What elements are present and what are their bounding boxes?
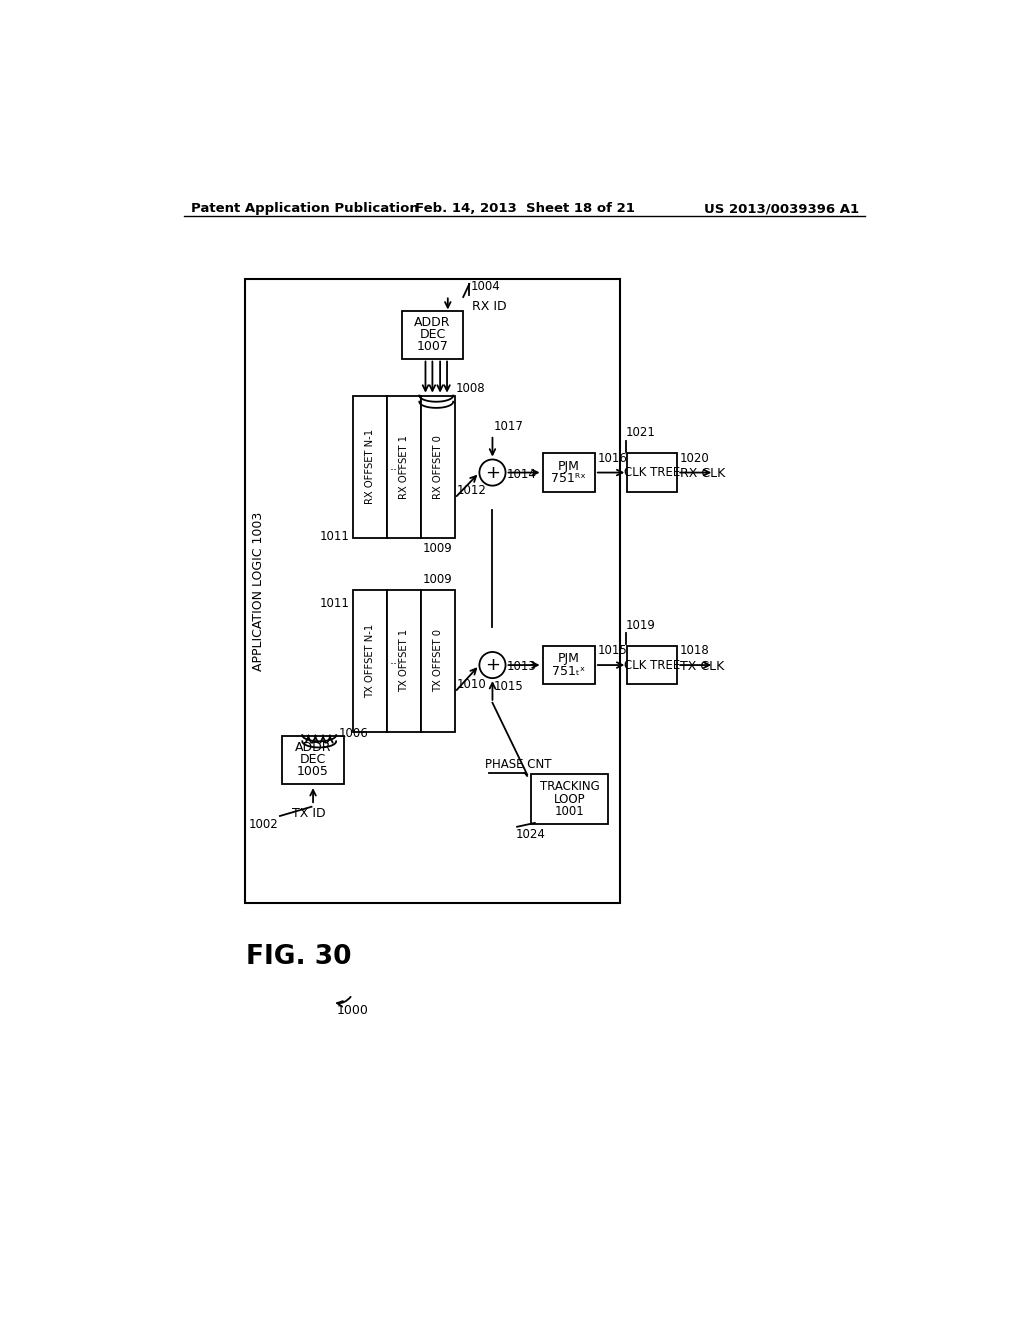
Text: 1006: 1006 — [339, 726, 369, 739]
Text: ...: ... — [390, 655, 402, 668]
Text: Patent Application Publication: Patent Application Publication — [190, 202, 419, 215]
Text: RX OFFSET N-1: RX OFFSET N-1 — [365, 429, 375, 504]
Bar — [245, 280, 621, 903]
Text: 1009: 1009 — [423, 573, 453, 586]
Text: 1011: 1011 — [319, 531, 349, 544]
Text: TRACKING: TRACKING — [540, 780, 599, 793]
Text: PJM: PJM — [558, 459, 580, 473]
Text: LOOP: LOOP — [554, 793, 586, 807]
Text: +: + — [485, 463, 500, 482]
Text: 1019: 1019 — [626, 619, 655, 632]
Text: 1011: 1011 — [319, 597, 349, 610]
Text: ADDR: ADDR — [295, 742, 332, 754]
Text: 1004: 1004 — [471, 280, 501, 293]
Text: DEC: DEC — [300, 754, 327, 767]
Text: 751ᴿˣ: 751ᴿˣ — [551, 473, 586, 486]
Text: FIG. 30: FIG. 30 — [246, 944, 351, 970]
Bar — [421, 590, 455, 733]
Text: 1013: 1013 — [507, 660, 537, 673]
Text: DEC: DEC — [419, 329, 445, 342]
Text: 1015: 1015 — [494, 680, 523, 693]
Bar — [421, 396, 455, 539]
Text: 1016: 1016 — [597, 451, 627, 465]
Bar — [401, 312, 463, 359]
Text: RX OFFSET 0: RX OFFSET 0 — [433, 434, 442, 499]
Bar — [628, 645, 677, 684]
Bar — [353, 396, 387, 539]
Text: CLK TREE: CLK TREE — [624, 659, 680, 672]
Text: PJM: PJM — [558, 652, 580, 665]
Text: 1020: 1020 — [680, 451, 710, 465]
Bar — [531, 775, 608, 825]
Text: 1024: 1024 — [515, 829, 546, 841]
Text: APPLICATION LOGIC 1003: APPLICATION LOGIC 1003 — [252, 512, 265, 671]
Text: TX CLK: TX CLK — [680, 660, 724, 673]
Text: 1014: 1014 — [507, 469, 537, 480]
Bar — [543, 645, 595, 684]
Text: 1005: 1005 — [297, 766, 329, 779]
Text: US 2013/0039396 A1: US 2013/0039396 A1 — [703, 202, 859, 215]
Text: PHASE CNT: PHASE CNT — [484, 758, 551, 771]
Text: 1015: 1015 — [597, 644, 627, 657]
Text: 1009: 1009 — [423, 543, 453, 554]
Text: RX OFFSET 1: RX OFFSET 1 — [399, 434, 409, 499]
Text: ...: ... — [390, 461, 402, 474]
Text: TX ID: TX ID — [293, 807, 326, 820]
Text: 751ₜˣ: 751ₜˣ — [552, 665, 586, 678]
Bar — [387, 590, 421, 733]
Bar — [283, 737, 344, 784]
Text: 1021: 1021 — [626, 426, 655, 440]
Text: 1001: 1001 — [555, 805, 585, 818]
Text: ADDR: ADDR — [414, 317, 451, 329]
Text: 1000: 1000 — [337, 1003, 369, 1016]
Text: 1012: 1012 — [457, 483, 486, 496]
Text: CLK TREE: CLK TREE — [624, 466, 680, 479]
Text: 1018: 1018 — [680, 644, 710, 657]
Text: 1008: 1008 — [456, 381, 485, 395]
Text: RX ID: RX ID — [472, 300, 507, 313]
Text: 1010: 1010 — [457, 677, 486, 690]
Text: +: + — [485, 656, 500, 675]
Text: Feb. 14, 2013  Sheet 18 of 21: Feb. 14, 2013 Sheet 18 of 21 — [415, 202, 635, 215]
Bar — [387, 396, 421, 539]
Text: 1007: 1007 — [417, 341, 449, 354]
Bar — [543, 453, 595, 492]
Text: TX OFFSET 0: TX OFFSET 0 — [433, 630, 442, 692]
Text: TX OFFSET 1: TX OFFSET 1 — [399, 630, 409, 693]
Text: 1017: 1017 — [494, 420, 524, 433]
Text: 1002: 1002 — [249, 817, 279, 830]
Bar — [628, 453, 677, 492]
Bar — [353, 590, 387, 733]
Text: TX OFFSET N-1: TX OFFSET N-1 — [365, 624, 375, 698]
Text: RX CLK: RX CLK — [680, 467, 725, 480]
